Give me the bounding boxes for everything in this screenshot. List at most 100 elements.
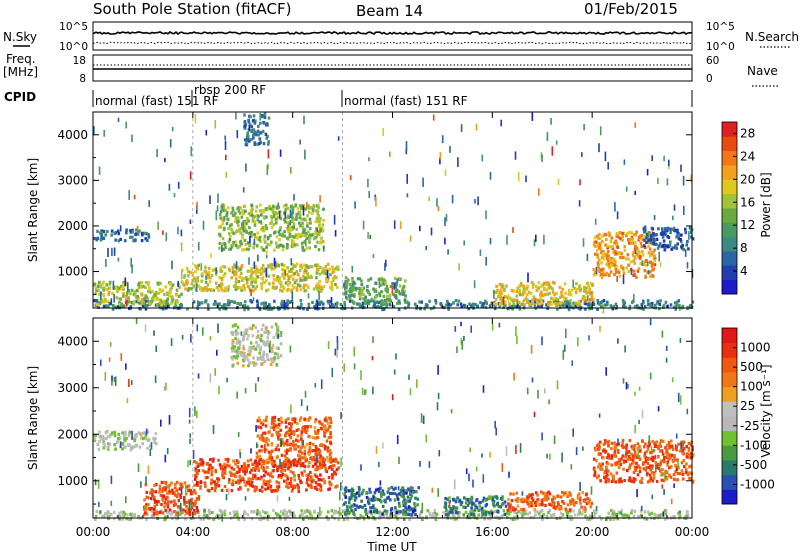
velocity-cell: [406, 495, 410, 499]
power-cell: [237, 219, 240, 223]
velocity-cell: [286, 477, 289, 481]
power-cell: [643, 234, 647, 238]
power-cell: [241, 233, 244, 237]
velocity-cell: [520, 507, 523, 512]
power-cell: [256, 142, 260, 146]
power-cell: [631, 253, 635, 257]
power-cell: [633, 304, 637, 309]
velocity-cell: [285, 456, 289, 461]
velocity-cell: [155, 502, 159, 506]
velocity-cell: [491, 498, 495, 502]
power-cell: [578, 284, 581, 288]
power-cell: [249, 123, 252, 127]
velocity-cell: [275, 480, 279, 484]
power-cell: [185, 266, 189, 271]
power-scatter-cell: [362, 302, 364, 310]
power-cell: [666, 228, 669, 232]
velocity-cell: [664, 512, 667, 516]
power-cell: [295, 227, 299, 231]
power-cell: [268, 282, 271, 286]
power-cell: [664, 233, 668, 237]
velocity-cell: [246, 353, 250, 357]
power-cell: [351, 277, 354, 281]
velocity-cell: [101, 514, 105, 519]
velocity-cell: [257, 416, 261, 420]
power-cell: [534, 297, 537, 301]
velocity-cell: [493, 515, 497, 519]
velocity-cell: [175, 488, 179, 492]
velocity-cell: [537, 510, 540, 514]
power-cell: [420, 300, 423, 304]
velocity-cell: [568, 491, 571, 495]
velocity-cell: [94, 514, 98, 518]
power-cell: [297, 232, 300, 236]
velocity-cell: [566, 494, 569, 498]
power-cell: [646, 299, 650, 303]
velocity-cell: [256, 461, 259, 465]
velocity-cell: [569, 502, 573, 506]
velocity-cell: [475, 505, 478, 510]
power-cell: [643, 305, 647, 309]
power-cell: [612, 258, 616, 262]
power-cell: [329, 273, 332, 277]
power-cell: [145, 299, 148, 303]
power-cell: [673, 228, 676, 232]
power-cell: [289, 228, 292, 232]
velocity-cell: [284, 434, 287, 438]
velocity-cell: [279, 354, 283, 358]
velocity-cell: [550, 514, 553, 518]
velocity-cell: [174, 486, 177, 490]
velocity-cell: [262, 481, 265, 485]
velocity-cell: [214, 482, 217, 486]
velocity-cell: [221, 470, 225, 474]
power-cell: [543, 281, 546, 285]
power-cell: [388, 303, 392, 307]
velocity-cell: [510, 499, 514, 503]
velocity-cell: [315, 474, 318, 478]
velocity-cell: [113, 510, 116, 515]
power-cell: [169, 287, 172, 291]
velocity-cell: [168, 508, 172, 512]
velocity-cell: [522, 510, 525, 514]
velocity-cell: [282, 443, 286, 447]
power-cell: [140, 292, 143, 296]
velocity-cell: [265, 480, 268, 484]
power-cell: [135, 228, 138, 232]
power-cell: [243, 300, 247, 304]
velocity-cell: [362, 488, 365, 492]
velocity-cell: [256, 344, 259, 348]
power-cell: [299, 288, 303, 292]
velocity-cell: [266, 486, 270, 490]
velocity-cell: [176, 505, 180, 509]
velocity-cell: [318, 466, 322, 470]
velocity-cell: [242, 336, 245, 340]
power-cell: [499, 297, 502, 301]
power-cell: [658, 307, 661, 311]
power-cell: [263, 115, 267, 119]
power-cell: [256, 236, 259, 240]
power-cell: [304, 234, 307, 238]
velocity-cell: [243, 351, 246, 356]
power-scatter-cell: [647, 270, 650, 275]
power-cell: [123, 239, 127, 243]
power-cell: [249, 231, 252, 235]
power-cell: [537, 286, 541, 290]
velocity-cell: [458, 498, 462, 502]
power-cell: [404, 300, 407, 304]
velocity-cell: [174, 514, 177, 518]
velocity-cell: [345, 508, 349, 512]
velocity-cell: [452, 513, 455, 517]
power-cell: [363, 298, 367, 302]
velocity-cell: [585, 518, 589, 522]
power-cell: [434, 299, 437, 303]
velocity-cell: [329, 419, 332, 423]
power-cell: [630, 231, 633, 235]
power-cell: [687, 247, 690, 251]
velocity-cell: [329, 431, 333, 435]
velocity-cell: [455, 517, 458, 521]
power-scatter-cell: [293, 194, 295, 201]
velocity-cell: [93, 517, 97, 521]
velocity-cell: [260, 334, 263, 338]
velocity-cell: [344, 495, 347, 499]
power-cell: [285, 305, 288, 309]
